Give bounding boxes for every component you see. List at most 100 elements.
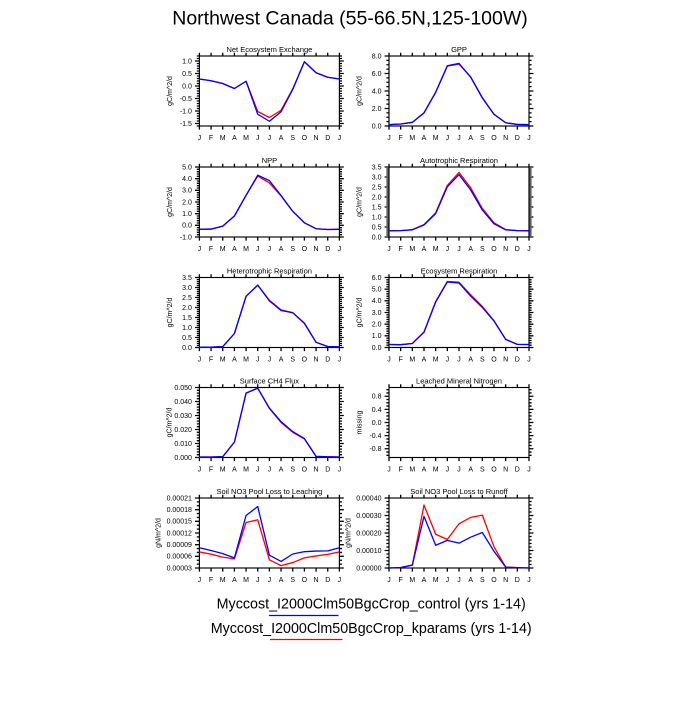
svg-text:-1.0: -1.0 <box>180 108 192 115</box>
svg-text:J: J <box>256 357 260 364</box>
svg-text:O: O <box>491 577 497 584</box>
svg-text:M: M <box>220 357 226 364</box>
svg-text:3.0: 3.0 <box>372 174 382 181</box>
svg-text:S: S <box>480 246 485 253</box>
svg-text:gC/m^2/d: gC/m^2/d <box>356 76 363 106</box>
svg-text:J: J <box>387 357 391 364</box>
svg-text:0.0: 0.0 <box>182 223 192 230</box>
svg-text:0.00006: 0.00006 <box>167 554 192 561</box>
svg-text:M: M <box>433 246 439 253</box>
svg-text:3.0: 3.0 <box>182 285 192 292</box>
svg-text:1.0: 1.0 <box>182 325 192 332</box>
svg-text:0.00003: 0.00003 <box>167 565 192 572</box>
svg-text:0.040: 0.040 <box>174 399 192 406</box>
svg-text:F: F <box>209 577 213 584</box>
svg-text:A: A <box>468 135 473 142</box>
svg-text:0.0: 0.0 <box>372 123 382 130</box>
svg-text:J: J <box>198 577 202 584</box>
svg-text:S: S <box>480 357 485 364</box>
svg-text:J: J <box>268 357 272 364</box>
svg-text:J: J <box>446 357 450 364</box>
svg-text:Leached Mineral Nitrogen: Leached Mineral Nitrogen <box>416 377 502 386</box>
svg-text:O: O <box>302 577 308 584</box>
svg-text:J: J <box>198 135 202 142</box>
svg-text:J: J <box>446 577 450 584</box>
svg-text:GPP: GPP <box>451 45 467 54</box>
svg-text:6.0: 6.0 <box>372 71 382 78</box>
svg-text:N: N <box>314 246 319 253</box>
svg-text:A: A <box>422 577 427 584</box>
svg-text:missing: missing <box>356 411 363 435</box>
svg-text:Myccost_I2000Clm50BgcCrop_cont: Myccost_I2000Clm50BgcCrop_control (yrs 1… <box>217 597 526 613</box>
svg-text:Soil NO3 Pool Loss to Leaching: Soil NO3 Pool Loss to Leaching <box>216 487 322 496</box>
svg-text:0.0: 0.0 <box>372 420 382 427</box>
svg-text:gC/m^2/d: gC/m^2/d <box>356 187 363 217</box>
svg-text:M: M <box>220 135 226 142</box>
svg-text:1.5: 1.5 <box>182 315 192 322</box>
svg-text:0.000: 0.000 <box>174 455 192 462</box>
svg-text:O: O <box>302 135 308 142</box>
svg-text:J: J <box>256 577 260 584</box>
svg-text:F: F <box>209 357 213 364</box>
svg-text:J: J <box>268 577 272 584</box>
svg-text:A: A <box>232 135 237 142</box>
svg-text:2.0: 2.0 <box>182 305 192 312</box>
svg-text:J: J <box>527 357 531 364</box>
svg-text:NPP: NPP <box>262 156 277 165</box>
svg-text:8.0: 8.0 <box>372 53 382 60</box>
svg-text:F: F <box>399 357 403 364</box>
svg-text:M: M <box>433 467 439 474</box>
svg-text:F: F <box>399 577 403 584</box>
svg-text:J: J <box>457 467 461 474</box>
svg-text:1.0: 1.0 <box>182 58 192 65</box>
svg-text:F: F <box>209 135 213 142</box>
svg-text:D: D <box>325 357 330 364</box>
svg-text:O: O <box>491 357 497 364</box>
svg-text:N: N <box>314 135 319 142</box>
svg-text:A: A <box>279 135 284 142</box>
svg-text:A: A <box>232 467 237 474</box>
svg-text:D: D <box>325 467 330 474</box>
svg-text:M: M <box>243 467 249 474</box>
svg-text:0.00012: 0.00012 <box>167 530 192 537</box>
svg-text:1.5: 1.5 <box>372 204 382 211</box>
svg-text:3.5: 3.5 <box>182 275 192 282</box>
svg-text:A: A <box>468 577 473 584</box>
svg-text:J: J <box>338 246 342 253</box>
svg-text:gN/m^2/d: gN/m^2/d <box>155 518 162 548</box>
svg-text:0.00020: 0.00020 <box>356 530 381 537</box>
svg-text:0.0: 0.0 <box>372 345 382 352</box>
svg-text:0.00030: 0.00030 <box>356 513 381 520</box>
svg-text:J: J <box>387 577 391 584</box>
svg-text:M: M <box>243 357 249 364</box>
svg-text:M: M <box>409 577 415 584</box>
svg-text:N: N <box>314 467 319 474</box>
svg-text:J: J <box>198 467 202 474</box>
svg-text:gC/m^2/d: gC/m^2/d <box>356 298 363 328</box>
svg-text:J: J <box>457 357 461 364</box>
svg-text:3.0: 3.0 <box>182 188 192 195</box>
svg-text:J: J <box>338 357 342 364</box>
svg-text:Surface CH4 Flux: Surface CH4 Flux <box>240 377 299 386</box>
svg-text:D: D <box>515 357 520 364</box>
svg-text:M: M <box>433 357 439 364</box>
svg-text:Autotrophic Respiration: Autotrophic Respiration <box>420 156 498 165</box>
svg-text:M: M <box>220 577 226 584</box>
svg-text:M: M <box>220 246 226 253</box>
svg-text:M: M <box>243 246 249 253</box>
svg-text:Heterotrophic Respiration: Heterotrophic Respiration <box>227 267 312 276</box>
svg-text:M: M <box>409 467 415 474</box>
svg-text:J: J <box>387 246 391 253</box>
svg-text:J: J <box>268 246 272 253</box>
svg-text:D: D <box>325 577 330 584</box>
svg-text:1.0: 1.0 <box>372 333 382 340</box>
svg-text:S: S <box>290 577 295 584</box>
svg-text:A: A <box>468 357 473 364</box>
svg-text:A: A <box>422 246 427 253</box>
svg-text:3.5: 3.5 <box>372 164 382 171</box>
svg-text:A: A <box>422 135 427 142</box>
svg-text:6.0: 6.0 <box>372 275 382 282</box>
svg-text:F: F <box>399 467 403 474</box>
svg-text:F: F <box>209 246 213 253</box>
svg-text:gC/m^2/d: gC/m^2/d <box>167 298 174 328</box>
